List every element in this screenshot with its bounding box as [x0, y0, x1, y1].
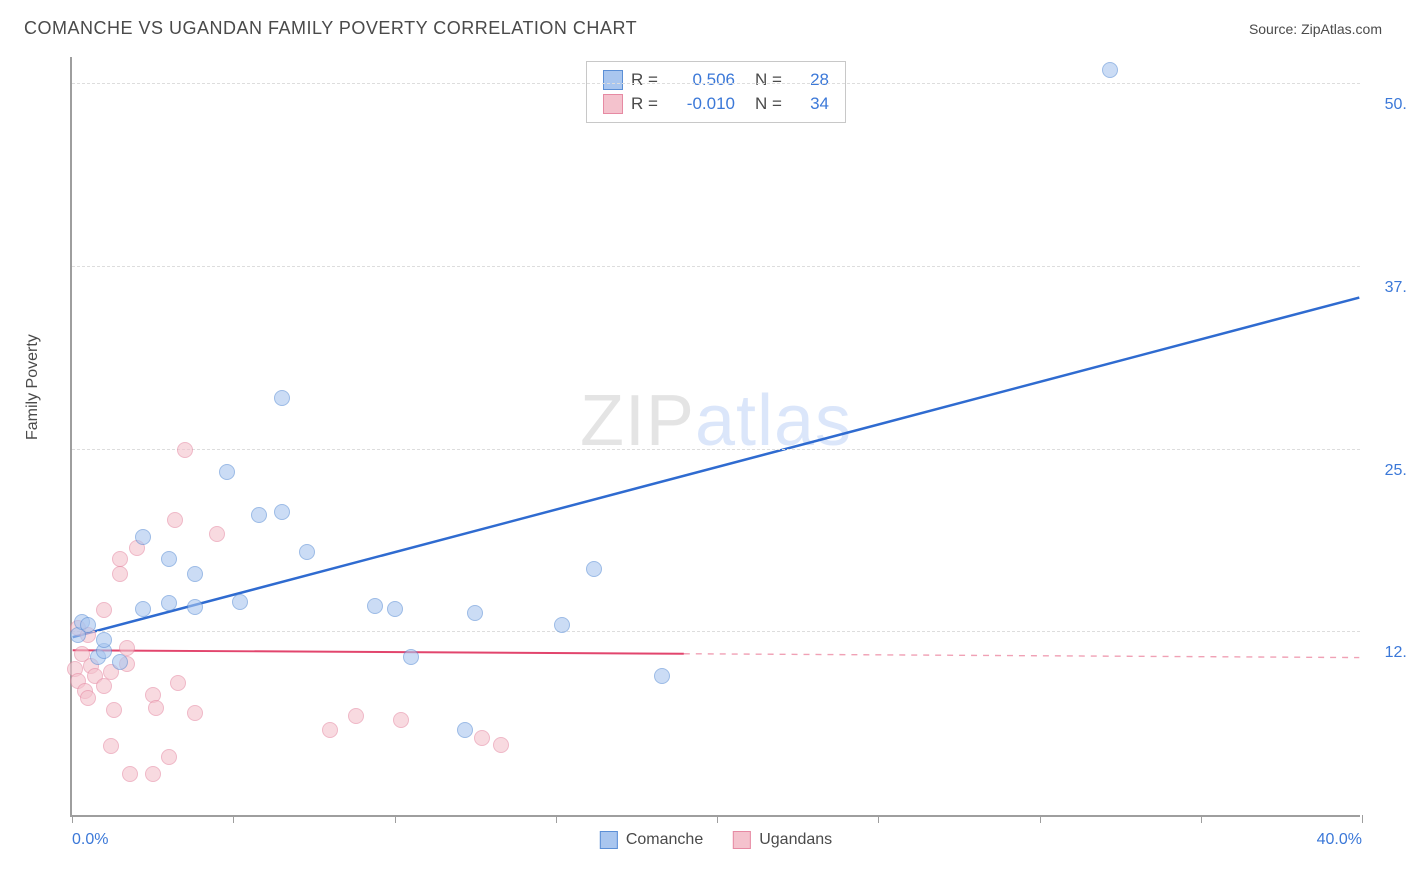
- data-point: [493, 737, 509, 753]
- data-point: [135, 529, 151, 545]
- data-point: [80, 690, 96, 706]
- r-label: R =: [631, 70, 667, 90]
- y-axis-label: Family Poverty: [24, 334, 42, 440]
- legend-item-comanche: Comanche: [600, 831, 703, 849]
- legend-swatch-ugandans: [603, 94, 623, 114]
- legend-swatch-comanche: [600, 831, 618, 849]
- data-point: [106, 702, 122, 718]
- data-point: [80, 617, 96, 633]
- legend-swatch-comanche: [603, 70, 623, 90]
- xtick: [72, 815, 73, 823]
- trendline-solid: [73, 650, 684, 653]
- trendline-dashed: [684, 654, 1359, 658]
- data-point: [474, 730, 490, 746]
- xtick: [878, 815, 879, 823]
- data-point: [161, 749, 177, 765]
- ytick-label: 50.0%: [1370, 96, 1406, 114]
- data-point: [177, 442, 193, 458]
- data-point: [187, 599, 203, 615]
- xtick: [233, 815, 234, 823]
- data-point: [219, 464, 235, 480]
- data-point: [145, 766, 161, 782]
- plot-area: ZIPatlas R = 0.506 N = 28 R = -0.010 N =…: [70, 57, 1360, 817]
- legend-item-ugandans: Ugandans: [733, 831, 832, 849]
- data-point: [299, 544, 315, 560]
- n-label: N =: [755, 94, 791, 114]
- n-value-ugandans: 34: [799, 94, 829, 114]
- legend-swatch-ugandans: [733, 831, 751, 849]
- r-label: R =: [631, 94, 667, 114]
- data-point: [161, 595, 177, 611]
- data-point: [387, 601, 403, 617]
- xtick: [395, 815, 396, 823]
- xtick: [1201, 815, 1202, 823]
- xtick: [717, 815, 718, 823]
- legend-row-comanche: R = 0.506 N = 28: [603, 68, 829, 92]
- data-point: [122, 766, 138, 782]
- xtick: [1362, 815, 1363, 823]
- data-point: [1102, 62, 1118, 78]
- ytick-label: 25.0%: [1370, 462, 1406, 480]
- data-point: [96, 678, 112, 694]
- data-point: [209, 526, 225, 542]
- gridline-h: [72, 266, 1360, 267]
- data-point: [170, 675, 186, 691]
- data-point: [232, 594, 248, 610]
- gridline-h: [72, 83, 1360, 84]
- legend-row-ugandans: R = -0.010 N = 34: [603, 92, 829, 116]
- data-point: [467, 605, 483, 621]
- data-point: [96, 632, 112, 648]
- data-point: [112, 566, 128, 582]
- data-point: [187, 705, 203, 721]
- data-point: [112, 654, 128, 670]
- data-point: [103, 738, 119, 754]
- xtick-label-right: 40.0%: [1317, 831, 1362, 849]
- data-point: [135, 601, 151, 617]
- data-point: [348, 708, 364, 724]
- data-point: [457, 722, 473, 738]
- xtick: [556, 815, 557, 823]
- ytick-label: 37.5%: [1370, 279, 1406, 297]
- n-value-comanche: 28: [799, 70, 829, 90]
- data-point: [393, 712, 409, 728]
- data-point: [554, 617, 570, 633]
- n-label: N =: [755, 70, 791, 90]
- data-point: [322, 722, 338, 738]
- data-point: [367, 598, 383, 614]
- r-value-ugandans: -0.010: [675, 94, 735, 114]
- legend-label-comanche: Comanche: [626, 831, 703, 849]
- xtick-label-left: 0.0%: [72, 831, 108, 849]
- chart-container: ZIPatlas R = 0.506 N = 28 R = -0.010 N =…: [70, 57, 1406, 817]
- r-value-comanche: 0.506: [675, 70, 735, 90]
- chart-title: COMANCHE VS UGANDAN FAMILY POVERTY CORRE…: [24, 18, 637, 39]
- legend-correlation: R = 0.506 N = 28 R = -0.010 N = 34: [586, 61, 846, 123]
- data-point: [167, 512, 183, 528]
- data-point: [161, 551, 177, 567]
- legend-label-ugandans: Ugandans: [759, 831, 832, 849]
- gridline-h: [72, 449, 1360, 450]
- trendline: [73, 298, 1360, 638]
- data-point: [187, 566, 203, 582]
- data-point: [274, 390, 290, 406]
- legend-series: Comanche Ugandans: [600, 831, 832, 849]
- source-label: Source: ZipAtlas.com: [1249, 21, 1382, 37]
- ytick-label: 12.5%: [1370, 644, 1406, 662]
- trend-lines: [72, 57, 1360, 815]
- data-point: [654, 668, 670, 684]
- data-point: [112, 551, 128, 567]
- header: COMANCHE VS UGANDAN FAMILY POVERTY CORRE…: [0, 0, 1406, 49]
- data-point: [403, 649, 419, 665]
- xtick: [1040, 815, 1041, 823]
- data-point: [148, 700, 164, 716]
- data-point: [274, 504, 290, 520]
- data-point: [251, 507, 267, 523]
- data-point: [96, 602, 112, 618]
- data-point: [586, 561, 602, 577]
- gridline-h: [72, 631, 1360, 632]
